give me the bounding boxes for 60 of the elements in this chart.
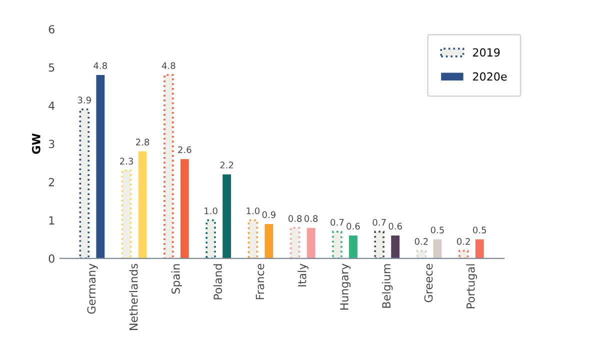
x-tick-label: Hungary [340,264,351,310]
x-tick-label: Italy [298,264,308,286]
y-tick-label: 2 [48,178,54,186]
bar [138,151,147,258]
y-axis-title: GW [32,133,40,154]
bar [290,226,300,258]
bar [348,236,358,258]
bar [222,174,232,258]
y-tick-label: 6 [48,25,54,34]
data-label: 4.8 [94,62,107,70]
x-tick-label: Greece [424,264,433,302]
data-label: 0.2 [414,238,428,245]
x-tick-label: Poland [213,264,222,300]
x-tick-label: France [256,264,264,300]
data-label: 0.7 [372,218,386,226]
data-label: 4.8 [162,62,176,70]
bar [374,230,384,258]
legend-label: 2019 [473,48,500,57]
legend-label: 2020e [473,72,507,81]
x-tick-label: Spain [171,264,182,294]
data-label: 1.0 [204,207,218,214]
bar [306,228,316,258]
y-tick-label: 5 [48,63,54,72]
bar [332,230,342,258]
bar [206,219,216,258]
bar [433,239,442,258]
bar [416,250,427,258]
y-tick-label: 0 [48,254,54,263]
data-label: 0.5 [430,226,444,234]
data-label: 1.0 [246,207,260,214]
bar [248,219,258,258]
bar [79,108,90,258]
bar [264,224,274,258]
bar [96,74,105,258]
data-label: 0.7 [330,218,344,226]
data-label: 0.9 [262,211,276,218]
data-label: 0.2 [457,238,470,245]
data-label: 0.5 [473,226,486,234]
bar [458,250,469,258]
bar [475,239,484,258]
data-label: 0.8 [304,215,318,222]
data-label: 2.6 [178,146,192,154]
bar [121,170,132,258]
bar [391,236,400,258]
data-label: 2.3 [120,158,133,165]
x-tick-label: Belgium [382,264,393,308]
y-tick-label: 3 [48,140,54,148]
data-label: 0.6 [346,222,360,230]
y-tick-label: 1 [49,216,54,224]
data-label: 0.8 [288,215,302,222]
x-tick-label: Portugal [466,264,477,308]
y-tick-label: 4 [48,102,55,110]
x-tick-label: Germany [87,264,98,314]
bar [164,74,174,258]
data-label: 0.6 [388,222,402,230]
data-label: 2.8 [136,138,150,146]
x-tick-label: Netherlands [129,264,138,330]
data-label: 3.9 [78,96,91,104]
bar [180,159,189,258]
data-label: 2.2 [220,162,234,168]
